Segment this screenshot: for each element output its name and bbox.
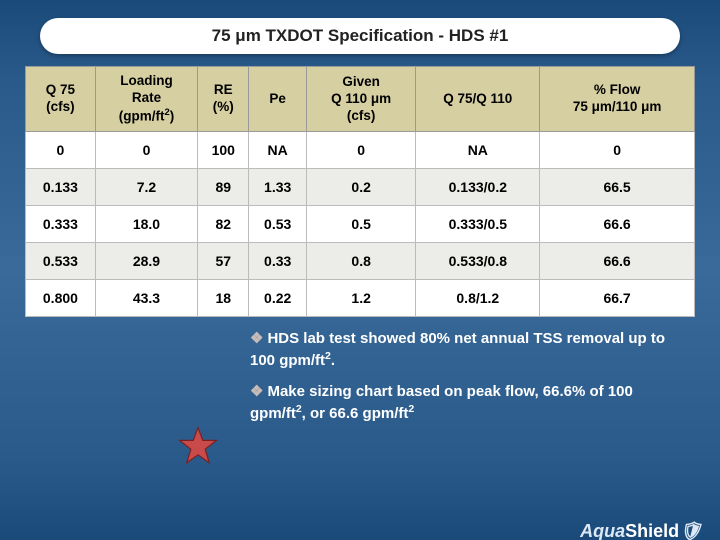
- cell: 66.7: [540, 280, 695, 317]
- title-bar: 75 μm TXDOT Specification - HDS #1: [40, 18, 680, 54]
- table-header-row: Q 75 (cfs) Loading Rate (gpm/ft2) RE (%)…: [26, 67, 695, 132]
- cell: 66.6: [540, 243, 695, 280]
- cell: 0.533/0.8: [416, 243, 540, 280]
- col-q75: Q 75 (cfs): [26, 67, 96, 132]
- cell: NA: [249, 132, 306, 169]
- bullet-2: ❖Make sizing chart based on peak flow, 6…: [250, 382, 680, 425]
- cell: 0.800: [26, 280, 96, 317]
- table-row: 0.533 28.9 57 0.33 0.8 0.533/0.8 66.6: [26, 243, 695, 280]
- cell: 43.3: [95, 280, 197, 317]
- bullet-list: ❖HDS lab test showed 80% net annual TSS …: [250, 329, 680, 424]
- col-pe: Pe: [249, 67, 306, 132]
- logo: AquaShield🛡 WATER TREATMENT SOLUTIONS: [563, 522, 702, 540]
- table-row: 0.800 43.3 18 0.22 1.2 0.8/1.2 66.7: [26, 280, 695, 317]
- col-q75-q110: Q 75/Q 110: [416, 67, 540, 132]
- cell: 0.22: [249, 280, 306, 317]
- table-body: 0 0 100 NA 0 NA 0 0.133 7.2 89 1.33 0.2 …: [26, 132, 695, 317]
- shield-icon: 🛡: [679, 521, 702, 540]
- cell: 18: [198, 280, 249, 317]
- logo-brand-2: Shield: [625, 521, 679, 540]
- diamond-icon: ❖: [250, 383, 263, 400]
- table-row: 0 0 100 NA 0 NA 0: [26, 132, 695, 169]
- cell: 89: [198, 169, 249, 206]
- cell: 0: [95, 132, 197, 169]
- star-icon: [178, 426, 218, 466]
- cell: 0.8: [306, 243, 416, 280]
- logo-brand-1: Aqua: [580, 521, 625, 540]
- cell: 0.133/0.2: [416, 169, 540, 206]
- cell: 18.0: [95, 206, 197, 243]
- col-given-q110: Given Q 110 μm (cfs): [306, 67, 416, 132]
- cell: 28.9: [95, 243, 197, 280]
- spec-table: Q 75 (cfs) Loading Rate (gpm/ft2) RE (%)…: [25, 66, 695, 317]
- cell: 1.2: [306, 280, 416, 317]
- cell: 100: [198, 132, 249, 169]
- table-row: 0.133 7.2 89 1.33 0.2 0.133/0.2 66.5: [26, 169, 695, 206]
- cell: 0.2: [306, 169, 416, 206]
- cell: 0: [26, 132, 96, 169]
- cell: 0.133: [26, 169, 96, 206]
- cell: 66.6: [540, 206, 695, 243]
- cell: 0.33: [249, 243, 306, 280]
- table-row: 0.333 18.0 82 0.53 0.5 0.333/0.5 66.6: [26, 206, 695, 243]
- cell: 82: [198, 206, 249, 243]
- col-percent-flow: % Flow 75 μm/110 μm: [540, 67, 695, 132]
- cell: 0.333: [26, 206, 96, 243]
- cell: 66.5: [540, 169, 695, 206]
- cell: 57: [198, 243, 249, 280]
- page-title: 75 μm TXDOT Specification - HDS #1: [212, 26, 509, 45]
- cell: 7.2: [95, 169, 197, 206]
- cell: 1.33: [249, 169, 306, 206]
- cell: 0: [540, 132, 695, 169]
- col-re: RE (%): [198, 67, 249, 132]
- diamond-icon: ❖: [250, 330, 263, 347]
- cell: NA: [416, 132, 540, 169]
- cell: 0.5: [306, 206, 416, 243]
- cell: 0.333/0.5: [416, 206, 540, 243]
- cell: 0: [306, 132, 416, 169]
- cell: 0.53: [249, 206, 306, 243]
- cell: 0.533: [26, 243, 96, 280]
- bullet-1: ❖HDS lab test showed 80% net annual TSS …: [250, 329, 680, 372]
- col-loading-rate: Loading Rate (gpm/ft2): [95, 67, 197, 132]
- cell: 0.8/1.2: [416, 280, 540, 317]
